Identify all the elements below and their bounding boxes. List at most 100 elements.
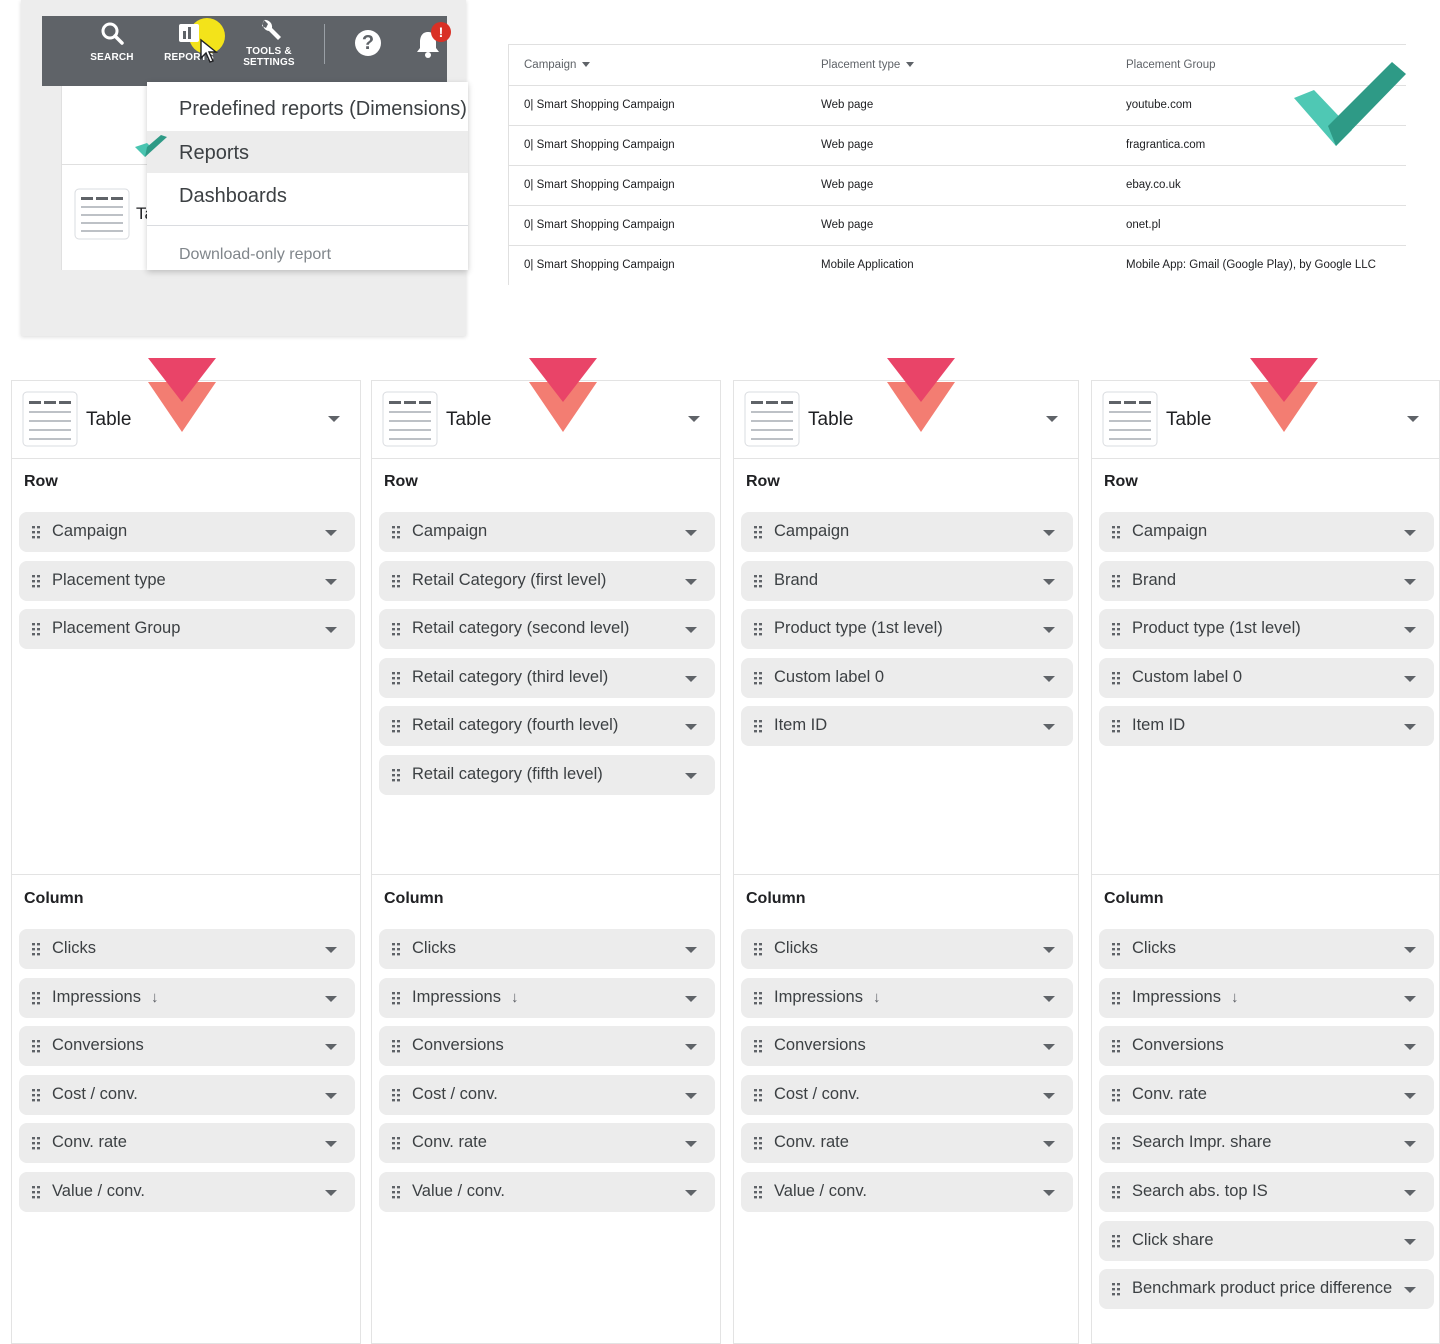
row-dimension-chip[interactable]: Brand <box>741 560 1073 601</box>
drag-handle-icon[interactable] <box>753 525 763 539</box>
nav-reports[interactable]: REPORTS <box>154 16 224 63</box>
chevron-down-icon[interactable] <box>685 995 697 1002</box>
drag-handle-icon[interactable] <box>391 719 401 733</box>
drag-handle-icon[interactable] <box>31 622 41 636</box>
chevron-down-icon[interactable] <box>1404 1287 1416 1294</box>
row-dimension-chip[interactable]: Campaign <box>1099 512 1434 552</box>
column-metric-chip[interactable]: Impressions ↓ <box>741 977 1073 1018</box>
drag-handle-icon[interactable] <box>1111 525 1121 539</box>
visualization-selector[interactable]: Table <box>12 381 360 459</box>
column-metric-chip[interactable]: Conv. rate <box>379 1123 715 1164</box>
chevron-down-icon[interactable] <box>685 627 697 634</box>
drag-handle-icon[interactable] <box>31 574 41 588</box>
chevron-down-icon[interactable] <box>1404 1092 1416 1099</box>
chevron-down-icon[interactable] <box>1046 416 1058 422</box>
chevron-down-icon[interactable] <box>325 1141 337 1148</box>
column-metric-chip[interactable]: Clicks <box>1099 929 1434 969</box>
column-metric-chip[interactable]: Value / conv. <box>379 1172 715 1212</box>
help-icon[interactable]: ? <box>355 30 381 56</box>
column-metric-chip[interactable]: Clicks <box>379 929 715 969</box>
drag-handle-icon[interactable] <box>1111 671 1121 685</box>
menu-item-dashboards[interactable]: Dashboards <box>179 185 287 207</box>
row-dimension-chip[interactable]: Campaign <box>19 512 355 552</box>
chevron-down-icon[interactable] <box>1404 724 1416 731</box>
row-dimension-chip[interactable]: Custom label 0 <box>741 657 1073 698</box>
column-metric-chip[interactable]: Impressions ↓ <box>19 977 355 1018</box>
menu-item-download-only-report[interactable]: Download-only report <box>179 246 332 263</box>
chevron-down-icon[interactable] <box>685 1141 697 1148</box>
chevron-down-icon[interactable] <box>1043 627 1055 634</box>
drag-handle-icon[interactable] <box>31 525 41 539</box>
row-dimension-chip[interactable]: Placement type <box>19 560 355 601</box>
drag-handle-icon[interactable] <box>391 991 401 1005</box>
chevron-down-icon[interactable] <box>1404 578 1416 585</box>
chevron-down-icon[interactable] <box>325 1190 337 1196</box>
visualization-selector[interactable]: Table <box>1092 381 1439 459</box>
row-dimension-chip[interactable]: Retail category (third level) <box>379 657 715 698</box>
chevron-down-icon[interactable] <box>1404 530 1416 536</box>
chevron-down-icon[interactable] <box>1043 530 1055 536</box>
drag-handle-icon[interactable] <box>391 622 401 636</box>
drag-handle-icon[interactable] <box>753 671 763 685</box>
chevron-down-icon[interactable] <box>1043 724 1055 731</box>
drag-handle-icon[interactable] <box>391 768 401 782</box>
chevron-down-icon[interactable] <box>685 773 697 779</box>
column-metric-chip[interactable]: Search abs. top IS <box>1099 1172 1434 1212</box>
drag-handle-icon[interactable] <box>1111 622 1121 636</box>
column-metric-chip[interactable]: Conversions <box>741 1026 1073 1067</box>
drag-handle-icon[interactable] <box>1111 1185 1121 1199</box>
row-dimension-chip[interactable]: Campaign <box>741 512 1073 552</box>
chevron-down-icon[interactable] <box>1043 1141 1055 1148</box>
row-dimension-chip[interactable]: Retail category (second level) <box>379 609 715 650</box>
chevron-down-icon[interactable] <box>1043 947 1055 953</box>
drag-handle-icon[interactable] <box>391 942 401 956</box>
chevron-down-icon[interactable] <box>1043 1190 1055 1196</box>
drag-handle-icon[interactable] <box>31 991 41 1005</box>
drag-handle-icon[interactable] <box>1111 719 1121 733</box>
row-dimension-chip[interactable]: Campaign <box>379 512 715 552</box>
chevron-down-icon[interactable] <box>328 416 340 422</box>
chevron-down-icon[interactable] <box>1404 675 1416 682</box>
row-dimension-chip[interactable]: Placement Group <box>19 609 355 650</box>
drag-handle-icon[interactable] <box>31 1088 41 1102</box>
drag-handle-icon[interactable] <box>753 1136 763 1150</box>
column-header-placement-group[interactable]: Placement Group <box>1126 59 1216 71</box>
sort-descending-icon[interactable]: ↓ <box>1230 988 1239 1006</box>
chevron-down-icon[interactable] <box>325 530 337 536</box>
chevron-down-icon[interactable] <box>1404 1141 1416 1148</box>
drag-handle-icon[interactable] <box>31 1039 41 1053</box>
menu-item-predefined-reports[interactable]: Predefined reports (Dimensions) <box>179 98 467 120</box>
chevron-down-icon[interactable] <box>685 947 697 953</box>
drag-handle-icon[interactable] <box>1111 942 1121 956</box>
drag-handle-icon[interactable] <box>391 1185 401 1199</box>
drag-handle-icon[interactable] <box>391 671 401 685</box>
column-metric-chip[interactable]: Value / conv. <box>19 1172 355 1212</box>
chevron-down-icon[interactable] <box>1407 416 1419 422</box>
column-metric-chip[interactable]: Benchmark product price difference <box>1099 1269 1434 1310</box>
chevron-down-icon[interactable] <box>1404 947 1416 953</box>
column-metric-chip[interactable]: Value / conv. <box>741 1172 1073 1212</box>
drag-handle-icon[interactable] <box>1111 1282 1121 1296</box>
sort-descending-icon[interactable]: ↓ <box>510 988 519 1006</box>
chevron-down-icon[interactable] <box>1404 995 1416 1002</box>
chevron-down-icon[interactable] <box>688 416 700 422</box>
drag-handle-icon[interactable] <box>1111 574 1121 588</box>
drag-handle-icon[interactable] <box>753 574 763 588</box>
chevron-down-icon[interactable] <box>1043 675 1055 682</box>
column-metric-chip[interactable]: Conv. rate <box>1099 1074 1434 1115</box>
drag-handle-icon[interactable] <box>1111 1234 1121 1248</box>
drag-handle-icon[interactable] <box>753 1185 763 1199</box>
column-header-campaign[interactable]: Campaign <box>524 45 591 85</box>
row-dimension-chip[interactable]: Product type (1st level) <box>1099 609 1434 650</box>
column-metric-chip[interactable]: Conversions <box>379 1026 715 1067</box>
row-dimension-chip[interactable]: Product type (1st level) <box>741 609 1073 650</box>
chevron-down-icon[interactable] <box>1404 1238 1416 1245</box>
chevron-down-icon[interactable] <box>685 1044 697 1051</box>
column-metric-chip[interactable]: Conversions <box>1099 1026 1434 1067</box>
chevron-down-icon[interactable] <box>685 530 697 536</box>
chevron-down-icon[interactable] <box>685 724 697 731</box>
drag-handle-icon[interactable] <box>753 622 763 636</box>
column-header-placement-type[interactable]: Placement type <box>821 45 915 85</box>
column-metric-chip[interactable]: Cost / conv. <box>19 1074 355 1115</box>
chevron-down-icon[interactable] <box>685 1092 697 1099</box>
